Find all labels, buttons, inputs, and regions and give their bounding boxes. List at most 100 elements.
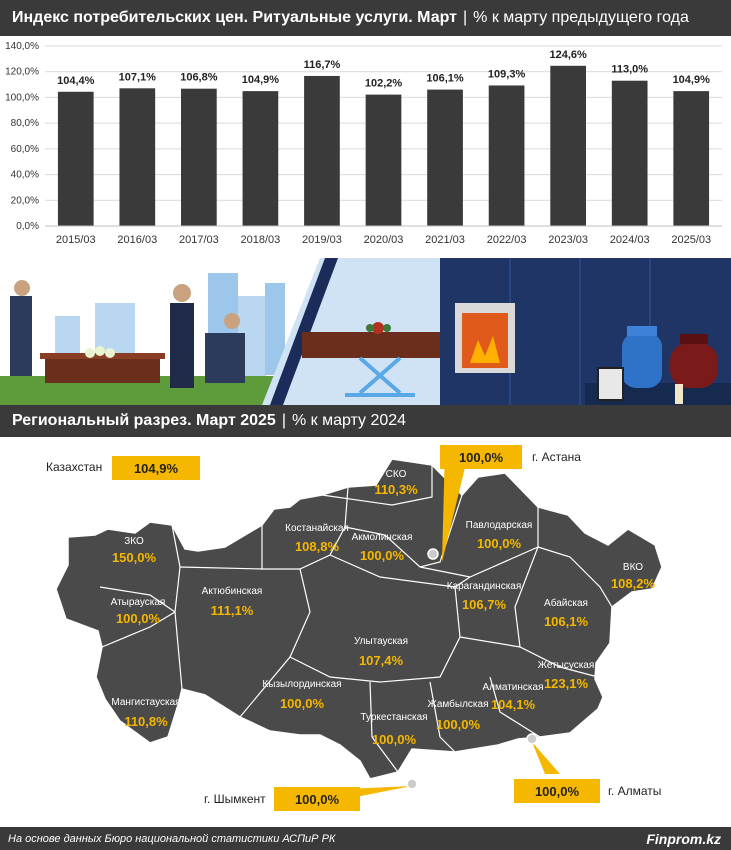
shymkent-marker	[406, 778, 418, 790]
region-value-akmola: 100,0%	[359, 548, 405, 563]
region-label-sko: СКО	[385, 469, 407, 480]
region-label-mangistau: Мангистауская	[111, 697, 181, 708]
x-tick-label: 2022/03	[487, 234, 527, 246]
bar	[611, 80, 648, 226]
bar-value-label: 104,4%	[57, 75, 95, 87]
region-value-zhetysu: 123,1%	[543, 676, 589, 691]
region-value-mangistau: 110,8%	[124, 714, 168, 729]
y-tick-label: 100,0%	[5, 92, 39, 103]
region-label-kostanay: Костанайская	[285, 523, 349, 534]
almaty-value-box: 100,0%	[514, 779, 600, 803]
region-label-zko: ЗКО	[124, 536, 144, 547]
shymkent-value-box: 100,0%	[274, 787, 360, 811]
astana-label: г. Астана	[532, 450, 581, 464]
region-value-vko: 108,2%	[610, 576, 656, 591]
bar-value-label: 106,8%	[180, 72, 218, 84]
region-value-karaganda: 106,7%	[461, 597, 507, 612]
region-label-karaganda: Карагандинская	[446, 581, 522, 592]
kazakhstan-label: Казахстан	[46, 460, 103, 474]
almaty-callout-pointer	[532, 742, 560, 774]
regional-map: Казахстан 104,9% 100,0% г. Астана 100,0%…	[0, 437, 731, 827]
bar-value-label: 104,9%	[242, 74, 280, 86]
region-label-ulytau: Улытауская	[353, 636, 409, 647]
bar	[242, 91, 279, 226]
kazakhstan-map-shape	[55, 447, 663, 799]
footer: На основе данных Бюро национальной стати…	[0, 827, 731, 850]
y-tick-label: 140,0%	[5, 41, 39, 52]
astana-value-box: 100,0%	[440, 445, 522, 469]
y-tick-label: 120,0%	[5, 67, 39, 78]
map-subtitle: % к марту 2024	[291, 412, 407, 429]
title-separator: |	[281, 412, 286, 429]
chart-subtitle: % к марту предыдущего года	[473, 9, 689, 26]
region-label-atyrau: Атырауская	[110, 597, 166, 608]
crematorium-scene	[262, 258, 450, 405]
y-tick-label: 0,0%	[16, 221, 39, 232]
region-label-turkestan: Туркестанская	[360, 712, 428, 723]
bar-value-label: 106,1%	[426, 73, 464, 85]
x-tick-label: 2023/03	[548, 234, 588, 246]
astana-marker	[427, 548, 439, 560]
region-label-kyzylorda: Кызылординская	[262, 679, 342, 690]
x-tick-label: 2017/03	[179, 234, 219, 246]
region-value-pavlodar: 100,0%	[476, 536, 522, 551]
region-value-turkestan: 100,0%	[371, 732, 417, 747]
region-value-zhambyl: 100,0%	[435, 717, 481, 732]
chart-header: Индекс потребительских цен. Ритуальные у…	[0, 0, 731, 36]
bar-value-label: 124,6%	[549, 49, 587, 61]
bar	[550, 65, 586, 226]
region-borders	[99, 465, 613, 773]
bar	[365, 94, 402, 226]
country-outline	[55, 458, 663, 780]
region-label-abai: Абайская	[544, 598, 588, 609]
source-note: На основе данных Бюро национальной стати…	[8, 832, 336, 845]
region-label-zhambyl: Жамбылская	[427, 699, 489, 710]
shymkent-label: г. Шымкент	[204, 792, 266, 806]
y-tick-label: 40,0%	[11, 170, 39, 181]
x-tick-label: 2020/03	[364, 234, 404, 246]
x-tick-label: 2019/03	[302, 234, 342, 246]
y-tick-label: 20,0%	[11, 195, 39, 206]
y-tick-label: 60,0%	[11, 144, 39, 155]
region-value-aktobe: 111,1%	[210, 603, 254, 618]
bar	[427, 89, 463, 226]
region-label-almaty-region: Алматинская	[482, 682, 544, 693]
bar-value-label: 107,1%	[119, 71, 157, 83]
region-label-zhetysu: Жетысуская	[537, 660, 595, 671]
bar-value-label: 104,9%	[673, 74, 711, 86]
kazakhstan-value-box: 104,9%	[112, 456, 200, 480]
shymkent-callout-pointer	[345, 786, 412, 799]
region-value-zko: 150,0%	[111, 550, 157, 565]
region-value-atyrau: 100,0%	[115, 611, 161, 626]
bar-value-label: 113,0%	[611, 64, 648, 76]
region-value-kostanay: 108,8%	[294, 539, 340, 554]
map-title: Региональный разрез. Март 2025	[12, 412, 276, 429]
bar-chart: 0,0% 20,0% 40,0% 60,0% 80,0% 100,0% 120,0% 140,…	[5, 41, 722, 246]
almaty-label: г. Алматы	[608, 784, 662, 798]
x-tick-label: 2025/03	[671, 234, 711, 246]
region-label-pavlodar: Павлодарская	[465, 520, 533, 531]
x-tick-label: 2016/03	[117, 234, 157, 246]
region-value-sko: 110,3%	[374, 482, 418, 497]
bar	[57, 91, 94, 226]
region-label-akmola: Акмолинская	[351, 532, 413, 543]
region-value-kyzylorda: 100,0%	[279, 696, 325, 711]
y-tick-label: 80,0%	[11, 118, 39, 129]
x-tick-label: 2018/03	[241, 234, 281, 246]
x-tick-label: 2024/03	[610, 234, 650, 246]
bar	[181, 88, 217, 226]
region-value-abai: 106,1%	[543, 614, 589, 629]
region-label-aktobe: Актюбинская	[201, 586, 263, 597]
title-separator: |	[462, 9, 468, 26]
bar-value-label: 102,2%	[365, 78, 403, 90]
bar	[119, 88, 156, 226]
bar	[304, 75, 340, 226]
region-label-vko: ВКО	[622, 562, 644, 573]
bar-value-label: 116,7%	[304, 59, 341, 71]
region-value-ulytau: 107,4%	[358, 653, 404, 668]
x-tick-label: 2021/03	[425, 234, 465, 246]
region-value-almaty-region: 104,1%	[490, 697, 536, 712]
almaty-marker	[526, 733, 538, 745]
funeral-illustration	[0, 258, 731, 405]
urn-scene	[440, 258, 731, 405]
